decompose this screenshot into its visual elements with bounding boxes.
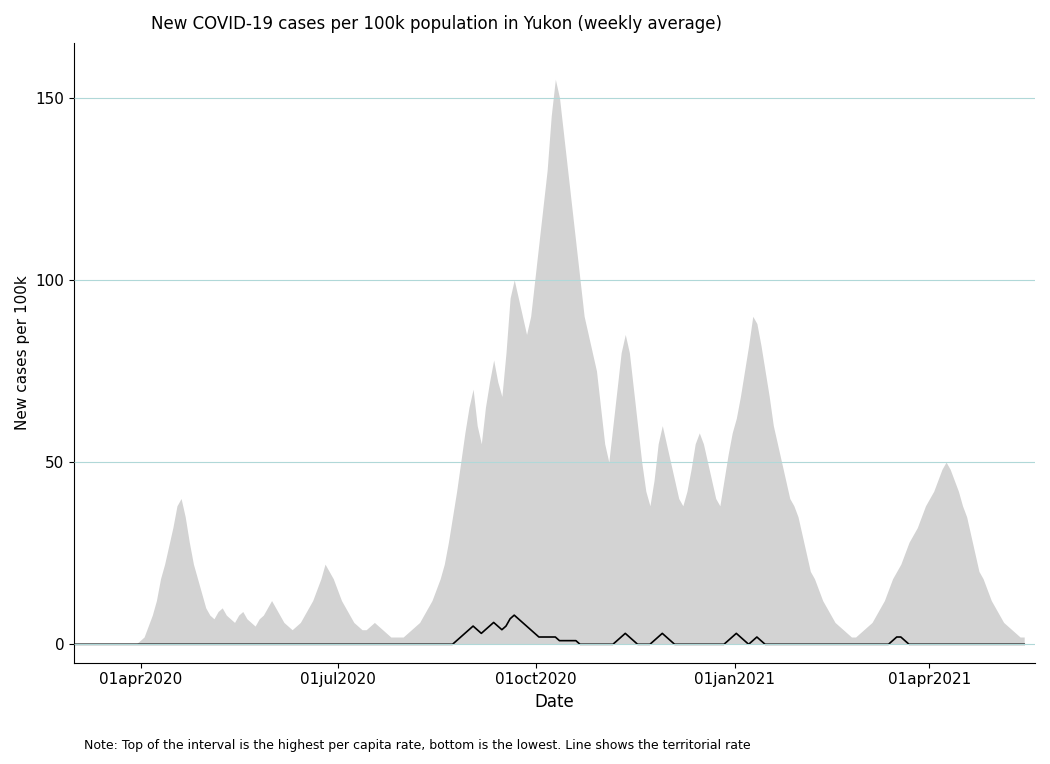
Text: Note: Top of the interval is the highest per capita rate, bottom is the lowest. : Note: Top of the interval is the highest… [84,739,751,752]
Text: New COVID-19 cases per 100k population in Yukon (weekly average): New COVID-19 cases per 100k population i… [151,15,722,33]
Y-axis label: New cases per 100k: New cases per 100k [15,275,30,430]
X-axis label: Date: Date [534,693,574,711]
